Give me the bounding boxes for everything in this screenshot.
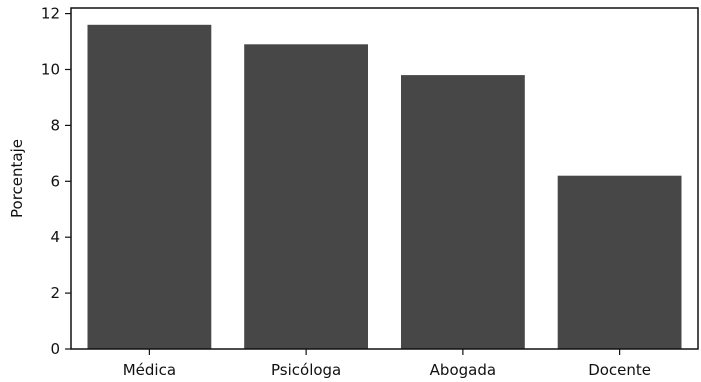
y-tick-label-6: 12 <box>41 5 60 23</box>
y-tick-label-1: 2 <box>50 284 60 302</box>
y-tick-label-0: 0 <box>50 340 60 358</box>
plot-frame <box>70 7 699 350</box>
x-axis: Médica Psicóloga Abogada Docente <box>123 349 651 379</box>
y-axis-label: Porcentaje <box>8 139 26 218</box>
bar-4 <box>557 175 682 349</box>
x-tick-label-1: Médica <box>123 361 176 379</box>
y-axis: 0 2 4 6 8 10 12 <box>41 5 71 358</box>
y-tick-label-4: 8 <box>50 116 60 134</box>
x-tick-label-4: Docente <box>588 361 651 379</box>
x-tick-label-3: Abogada <box>430 361 496 379</box>
bar-2 <box>244 44 368 350</box>
bar-3 <box>401 75 525 349</box>
bars-layer <box>87 24 682 350</box>
y-tick-label-3: 6 <box>50 172 60 190</box>
x-tick-label-2: Psicóloga <box>271 361 341 379</box>
bar-1 <box>87 24 212 350</box>
y-tick-label-5: 10 <box>41 60 60 78</box>
y-tick-label-2: 4 <box>50 228 60 246</box>
